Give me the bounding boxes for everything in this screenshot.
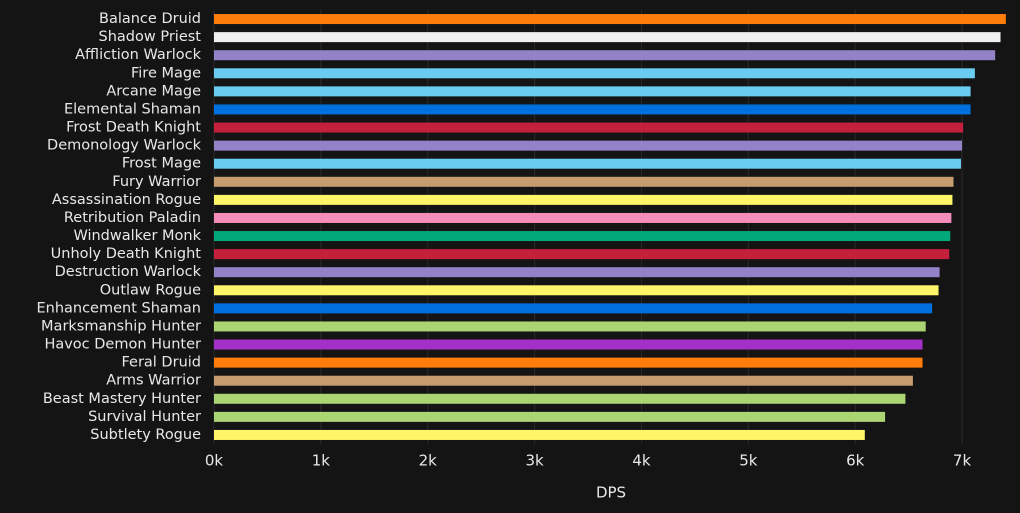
bar: [214, 212, 952, 223]
bar: [214, 122, 964, 133]
bar: [214, 375, 913, 386]
bar: [214, 86, 971, 97]
y-tick-label: Enhancement Shaman: [36, 300, 201, 316]
y-tick-label: Fury Warrior: [112, 174, 201, 190]
y-tick-label: Unholy Death Knight: [51, 246, 202, 262]
bar: [214, 249, 950, 260]
bar: [214, 140, 963, 151]
bar: [214, 267, 940, 278]
bar: [214, 339, 923, 350]
y-tick-label: Balance Druid: [99, 11, 201, 27]
y-tick-label: Arms Warrior: [106, 373, 201, 389]
bar: [214, 68, 975, 79]
x-tick-label: 1k: [312, 452, 331, 470]
y-tick-label: Havoc Demon Hunter: [44, 337, 201, 353]
bar: [214, 429, 865, 440]
y-tick-label: Survival Hunter: [88, 409, 201, 425]
y-tick-label: Windwalker Monk: [73, 228, 201, 244]
y-tick-label: Demonology Warlock: [47, 138, 202, 154]
bar: [214, 285, 939, 296]
bar: [214, 14, 1006, 25]
y-tick-label: Beast Mastery Hunter: [43, 391, 201, 407]
y-tick-label: Affliction Warlock: [75, 47, 201, 63]
y-tick-label: Assassination Rogue: [52, 192, 201, 208]
x-tick-label: 0k: [205, 452, 224, 470]
bar: [214, 357, 923, 368]
bar: [214, 303, 933, 314]
y-tick-label: Outlaw Rogue: [100, 282, 201, 298]
y-tick-label: Arcane Mage: [106, 83, 201, 99]
bar: [214, 411, 886, 422]
y-tick-label: Frost Death Knight: [66, 120, 201, 136]
y-tick-label: Elemental Shaman: [64, 101, 201, 117]
bar: [214, 231, 951, 242]
x-axis-label: DPS: [596, 484, 626, 502]
x-tick-label: 5k: [739, 452, 758, 470]
bar: [214, 158, 961, 169]
y-tick-label: Frost Mage: [122, 156, 201, 172]
y-tick-label: Retribution Paladin: [64, 210, 201, 226]
x-tick-label: 2k: [419, 452, 438, 470]
y-tick-label: Feral Druid: [121, 355, 201, 371]
y-tick-label: Destruction Warlock: [55, 264, 202, 280]
x-tick-label: 6k: [846, 452, 865, 470]
bar: [214, 176, 954, 187]
bar: [214, 104, 971, 115]
bar: [214, 32, 1001, 43]
bar: [214, 393, 906, 404]
x-tick-label: 4k: [632, 452, 651, 470]
y-tick-label: Subtlety Rogue: [90, 427, 201, 443]
bar: [214, 321, 926, 332]
y-tick-label: Marksmanship Hunter: [41, 318, 201, 334]
y-tick-label: Fire Mage: [131, 65, 201, 81]
bar: [214, 194, 953, 205]
x-tick-label: 7k: [953, 452, 972, 470]
bar: [214, 50, 996, 61]
y-tick-label: Shadow Priest: [99, 29, 202, 45]
x-tick-label: 3k: [525, 452, 544, 470]
